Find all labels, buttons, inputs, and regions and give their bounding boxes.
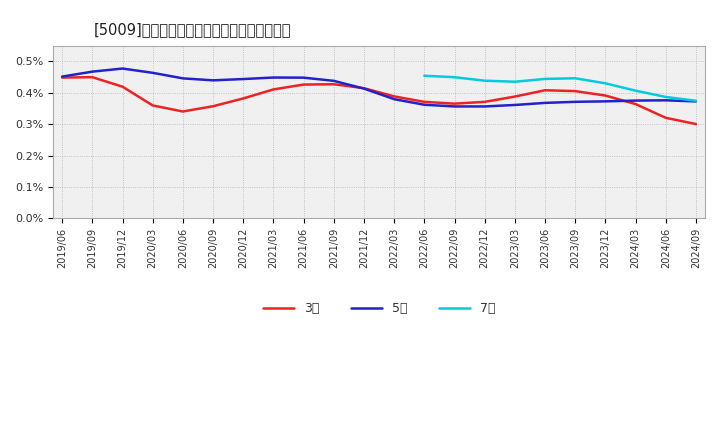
Line: 3年: 3年 <box>62 77 696 124</box>
3年 <box>510 94 519 99</box>
7年 <box>571 76 580 81</box>
5年 <box>330 78 338 84</box>
7年 <box>450 74 459 80</box>
5年 <box>359 86 368 91</box>
3年 <box>58 75 66 80</box>
5年 <box>118 66 127 71</box>
Line: 7年: 7年 <box>424 76 696 101</box>
5年 <box>450 104 459 109</box>
3年 <box>359 85 368 91</box>
5年 <box>692 99 701 104</box>
5年 <box>662 98 670 103</box>
5年 <box>239 77 248 82</box>
5年 <box>420 102 428 107</box>
3年 <box>300 82 308 87</box>
3年 <box>450 101 459 106</box>
3年 <box>239 96 248 101</box>
5年 <box>209 78 217 83</box>
5年 <box>571 99 580 104</box>
3年 <box>118 84 127 89</box>
3年 <box>541 88 549 93</box>
5年 <box>179 76 187 81</box>
3年 <box>692 121 701 127</box>
5年 <box>631 98 640 103</box>
5年 <box>601 99 610 104</box>
Legend: 3年, 5年, 7年: 3年, 5年, 7年 <box>258 297 500 320</box>
5年 <box>390 96 398 102</box>
7年 <box>601 81 610 86</box>
3年 <box>662 115 670 121</box>
5年 <box>269 75 278 80</box>
3年 <box>179 109 187 114</box>
3年 <box>571 88 580 94</box>
7年 <box>420 73 428 78</box>
7年 <box>541 76 549 81</box>
7年 <box>692 98 701 103</box>
7年 <box>480 78 489 83</box>
5年 <box>541 100 549 106</box>
7年 <box>662 94 670 99</box>
3年 <box>88 74 96 80</box>
3年 <box>390 94 398 99</box>
5年 <box>480 104 489 109</box>
3年 <box>330 81 338 87</box>
5年 <box>88 69 96 74</box>
Line: 5年: 5年 <box>62 69 696 106</box>
5年 <box>58 74 66 79</box>
3年 <box>209 103 217 109</box>
7年 <box>631 88 640 93</box>
3年 <box>601 93 610 98</box>
3年 <box>269 87 278 92</box>
5年 <box>300 75 308 80</box>
7年 <box>510 79 519 84</box>
5年 <box>510 103 519 108</box>
Text: [5009]　経常利益マージンの標準偏差の推移: [5009] 経常利益マージンの標準偏差の推移 <box>94 22 291 37</box>
3年 <box>148 103 157 108</box>
3年 <box>420 99 428 104</box>
5年 <box>148 70 157 76</box>
3年 <box>631 101 640 106</box>
3年 <box>480 99 489 104</box>
